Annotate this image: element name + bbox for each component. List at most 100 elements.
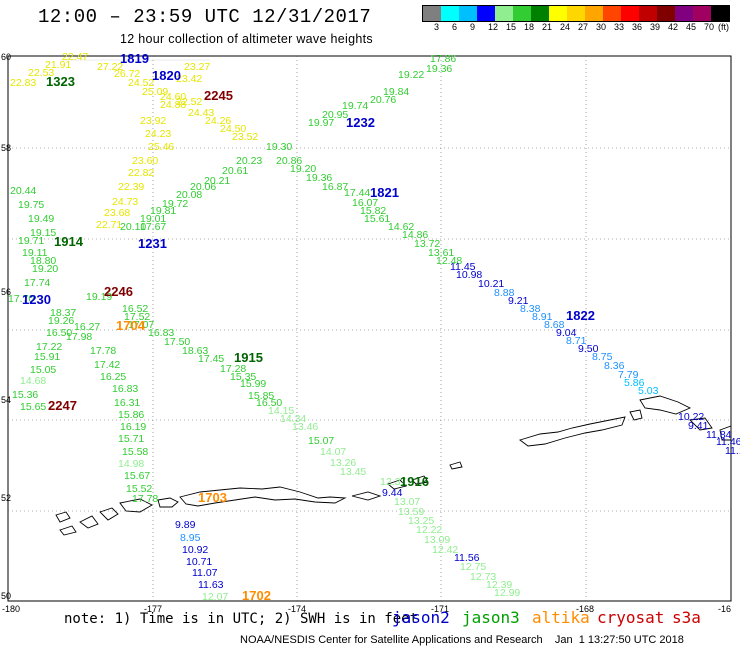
wave-height-value: 16.31 [114, 397, 140, 409]
wave-height-value: 8.91 [532, 311, 553, 323]
wave-height-value: 16.87 [322, 181, 348, 193]
color-swatch [675, 6, 693, 21]
track-time-label: 1231 [138, 236, 167, 251]
latitude-label: 58 [1, 143, 11, 153]
wave-height-value: 22.52 [176, 96, 202, 108]
wave-height-value: 10.22 [678, 411, 704, 423]
color-swatch [495, 6, 513, 21]
color-scale-label: 70 [704, 22, 715, 32]
wave-height-value: 12.37 [380, 476, 406, 488]
wave-height-value: 19.81 [150, 205, 176, 217]
wave-height-value: 19.26 [48, 315, 74, 327]
satellite-legend-item: jason3 [462, 608, 520, 627]
latitude-label: 56 [1, 287, 11, 297]
wave-height-value: 16.19 [120, 421, 146, 433]
footer-note: note: 1) Time is in UTC; 2) SWH is in fe… [64, 611, 419, 627]
color-swatch [441, 6, 459, 21]
wave-height-value: 13.59 [398, 506, 424, 518]
wave-height-value: 11.07 [192, 567, 218, 579]
wave-height-value: 9.89 [175, 519, 196, 531]
wave-height-value: 15.36 [12, 389, 38, 401]
track-time-label: 2245 [204, 88, 233, 103]
wave-height-value: 14.86 [402, 229, 428, 241]
wave-height-value: 12.42 [432, 544, 458, 556]
wave-height-value: 24.88 [160, 99, 186, 111]
wave-height-value: 15.67 [124, 470, 150, 482]
wave-height-value: 15.91 [34, 351, 60, 363]
wave-height-value: 13.46 [292, 421, 318, 433]
wave-height-value: 22.82 [128, 167, 154, 179]
color-swatch [603, 6, 621, 21]
color-swatch [621, 6, 639, 21]
wave-height-value: 24.60 [160, 91, 186, 103]
wave-height-value: 21.91 [45, 59, 71, 71]
wave-height-value: 17.86 [430, 53, 456, 65]
wave-height-value: 13.72 [414, 238, 440, 250]
wave-height-value: 12.07 [202, 591, 228, 603]
wave-height-value: 17.50 [164, 336, 190, 348]
wave-height-value: 23.60 [132, 155, 158, 167]
wave-height-value: 5.86 [624, 377, 645, 389]
wave-height-value: 20.76 [370, 94, 396, 106]
wave-height-value: 20.08 [176, 189, 202, 201]
wave-height-value: 19.30 [266, 141, 292, 153]
color-scale-label: 39 [650, 22, 661, 32]
wave-height-value: 12.75 [460, 561, 486, 573]
latitude-label: 50 [1, 591, 11, 601]
wave-height-value: 19.36 [426, 63, 452, 75]
wave-height-value: 9.41 [688, 420, 709, 432]
color-scale-label: 12 [488, 22, 499, 32]
wave-height-value: 11.45 [450, 261, 476, 273]
longitude-label: -180 [2, 604, 20, 614]
wave-height-value: 15.85 [248, 390, 274, 402]
wave-height-value: 20.10 [120, 221, 146, 233]
wave-height-value: 11.63 [198, 579, 224, 591]
wave-height-value: 17.67 [140, 221, 166, 233]
wave-height-value: 15.71 [118, 433, 144, 445]
wave-height-value: 15.07 [308, 435, 334, 447]
track-time-label: 1819 [120, 51, 149, 66]
latitude-label: 54 [1, 395, 11, 405]
satellite-legend-item: s3a [672, 608, 701, 627]
wave-height-value: 20.06 [190, 181, 216, 193]
longitude-labels: -180 -177 -174 -171 -168 -16 [2, 604, 731, 614]
wave-height-value: 9.50 [578, 343, 599, 355]
wave-height-value: 19.11 [22, 247, 48, 259]
wave-height-value: 19.49 [28, 213, 54, 225]
wave-height-value: 13.07 [394, 496, 420, 508]
wave-height-value: 19.20 [290, 163, 316, 175]
color-swatch [459, 6, 477, 21]
track-time-label: 1232 [346, 115, 375, 130]
color-scale-legend [422, 5, 730, 22]
wave-height-value: 18.63 [182, 345, 208, 357]
wave-height-value: 10.71 [186, 556, 212, 568]
color-scale-label: 30 [596, 22, 607, 32]
wave-height-value: 12.73 [470, 571, 496, 583]
wave-height-value: 24.26 [205, 115, 231, 127]
latitude-labels: 60 58 56 54 52 50 [1, 52, 11, 601]
wave-height-value: 13.45 [340, 466, 366, 478]
wave-height-value: 11.84 [706, 429, 732, 441]
wave-height-value: 13.61 [428, 247, 454, 259]
color-scale-label: 24 [560, 22, 571, 32]
wave-height-value: 14.98 [118, 458, 144, 470]
wave-height-value: 12.99 [494, 587, 520, 599]
color-scale-label: 18 [524, 22, 535, 32]
track-time-label: 2247 [48, 398, 77, 413]
longitude-label: -168 [576, 604, 594, 614]
color-scale-label: 33 [614, 22, 625, 32]
wave-height-value: 26.72 [114, 68, 140, 80]
wave-height-value: 15.52 [126, 483, 152, 495]
color-scale-label: 9 [470, 22, 476, 32]
latitude-label: 60 [1, 52, 11, 62]
wave-height-value: 20.86 [276, 155, 302, 167]
color-swatch [639, 6, 657, 21]
coastline [55, 395, 732, 536]
wave-height-value: 17.78 [90, 345, 116, 357]
wave-height-value: 19.75 [18, 199, 44, 211]
wave-height-value: 12.39 [486, 579, 512, 591]
color-scale-label: (ft) [718, 22, 729, 32]
color-swatch [657, 6, 675, 21]
wave-height-value: 7.79 [618, 369, 639, 381]
wave-height-value: 13.25 [408, 515, 434, 527]
